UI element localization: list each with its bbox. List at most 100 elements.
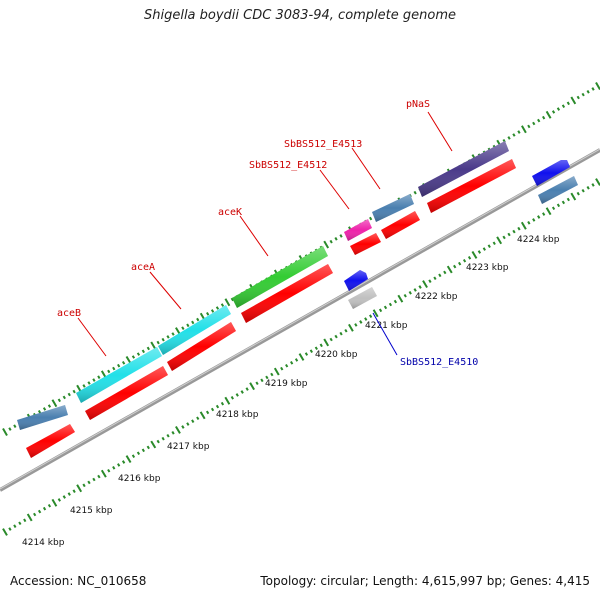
- upper-tick: [121, 360, 126, 365]
- blue-arrow-right[interactable]: [532, 160, 570, 186]
- lower-tick: [372, 309, 379, 318]
- upper-tick: [329, 239, 333, 244]
- gene-label-aceK[interactable]: aceK: [218, 207, 242, 218]
- lower-tick: [57, 498, 61, 502]
- lower-tick: [408, 291, 412, 295]
- lower-tick: [458, 261, 462, 266]
- lower-tick: [117, 463, 121, 467]
- lower-tick: [298, 353, 305, 361]
- lower-tick: [502, 235, 506, 240]
- upper-tick: [150, 341, 157, 350]
- lower-tick: [344, 328, 348, 333]
- lower-tick: [319, 343, 323, 348]
- lower-tick: [576, 191, 580, 196]
- pNaS-gene[interactable]: [418, 141, 509, 197]
- gene-label-E4512[interactable]: SbBS512_E4512: [249, 160, 327, 171]
- aceK-gene[interactable]: [232, 246, 328, 308]
- lower-tick: [570, 192, 577, 201]
- lower-tick: [453, 264, 457, 269]
- lower-tick: [249, 382, 255, 391]
- upper-tick: [117, 363, 121, 368]
- upper-tick: [8, 427, 12, 431]
- upper-tick: [37, 410, 42, 414]
- lower-tick: [428, 279, 432, 283]
- lower-tick: [586, 186, 590, 190]
- lower-tick: [240, 390, 244, 394]
- E4512-gene[interactable]: [344, 219, 372, 241]
- lower-tick: [23, 518, 27, 523]
- red-cds-aceK[interactable]: [241, 264, 333, 323]
- lower-tick: [87, 480, 91, 485]
- upper-tick: [512, 133, 516, 137]
- scale-label: 4218 kbp: [216, 410, 259, 420]
- upper-tick: [323, 240, 330, 249]
- upper-tick: [146, 346, 150, 351]
- lower-tick: [196, 416, 200, 421]
- lower-tick: [591, 183, 595, 187]
- lower-tick: [492, 241, 496, 246]
- lower-tick: [364, 317, 368, 321]
- lower-tick: [199, 411, 206, 420]
- lower-tick: [566, 197, 570, 202]
- lower-tick: [551, 206, 556, 211]
- upper-tick: [97, 375, 101, 379]
- lower-tick: [280, 366, 284, 371]
- lower-tick: [378, 308, 383, 313]
- lower-tick: [294, 358, 299, 362]
- red-cds-aceB[interactable]: [85, 366, 168, 420]
- lower-tick: [235, 393, 239, 397]
- scale-label: 4224 kbp: [517, 235, 560, 245]
- upper-tick: [166, 335, 170, 339]
- gene-label-pNaS[interactable]: pNaS: [406, 99, 430, 110]
- lower-tick: [270, 372, 274, 377]
- steelblue-gene-right[interactable]: [538, 176, 578, 204]
- lower-tick: [304, 352, 309, 356]
- leader-aceB: [77, 317, 107, 357]
- upper-tick: [517, 130, 521, 134]
- lower-tick: [323, 338, 330, 347]
- aceA-gene[interactable]: [158, 305, 231, 355]
- red-cds-1[interactable]: [26, 424, 75, 458]
- E4513-gene[interactable]: [372, 194, 414, 222]
- lower-tick: [107, 468, 111, 473]
- gene-label-aceB[interactable]: aceB: [57, 308, 81, 319]
- gene-label-aceA[interactable]: aceA: [131, 262, 155, 273]
- lower-tick: [413, 288, 417, 292]
- gene-labels: aceB aceA aceK SbBS512_E4512 SbBS512_E45…: [57, 99, 478, 368]
- upper-tick: [561, 104, 566, 108]
- lower-tick: [255, 381, 259, 386]
- E4510-blue-arrow[interactable]: [344, 270, 368, 291]
- lower-tick: [438, 273, 442, 278]
- lower-tick: [62, 495, 66, 499]
- lower-tick: [8, 527, 12, 531]
- lower-tick: [388, 302, 393, 307]
- lower-tick: [443, 270, 447, 275]
- gene-label-E4510[interactable]: SbBS512_E4510: [400, 357, 478, 368]
- lower-tick: [220, 401, 225, 406]
- steelblue-gene-1[interactable]: [17, 405, 68, 430]
- lower-tick: [181, 425, 185, 429]
- E4510-gray-gene[interactable]: [348, 287, 377, 309]
- upper-tick: [57, 398, 61, 403]
- upper-tick: [581, 92, 585, 97]
- aceB-gene[interactable]: [76, 347, 162, 403]
- scale-label: 4220 kbp: [315, 350, 358, 360]
- upper-tick: [369, 216, 373, 221]
- gene-label-E4513[interactable]: SbBS512_E4513: [284, 139, 362, 150]
- lower-tick: [47, 503, 52, 508]
- lower-tick: [210, 407, 215, 412]
- lower-tick: [260, 378, 264, 383]
- upper-tick: [521, 125, 527, 134]
- upper-tick: [507, 136, 511, 140]
- lower-tick: [150, 440, 157, 449]
- red-cds-pNaS[interactable]: [427, 159, 516, 213]
- upper-tick: [334, 237, 338, 241]
- upper-tick: [47, 404, 52, 408]
- red-cds-E4512[interactable]: [350, 233, 381, 255]
- lower-tick: [245, 387, 249, 391]
- red-cds-aceA[interactable]: [167, 322, 236, 371]
- leader-aceA: [149, 271, 182, 310]
- lower-tick: [339, 331, 343, 336]
- red-cds-E4513[interactable]: [381, 211, 420, 239]
